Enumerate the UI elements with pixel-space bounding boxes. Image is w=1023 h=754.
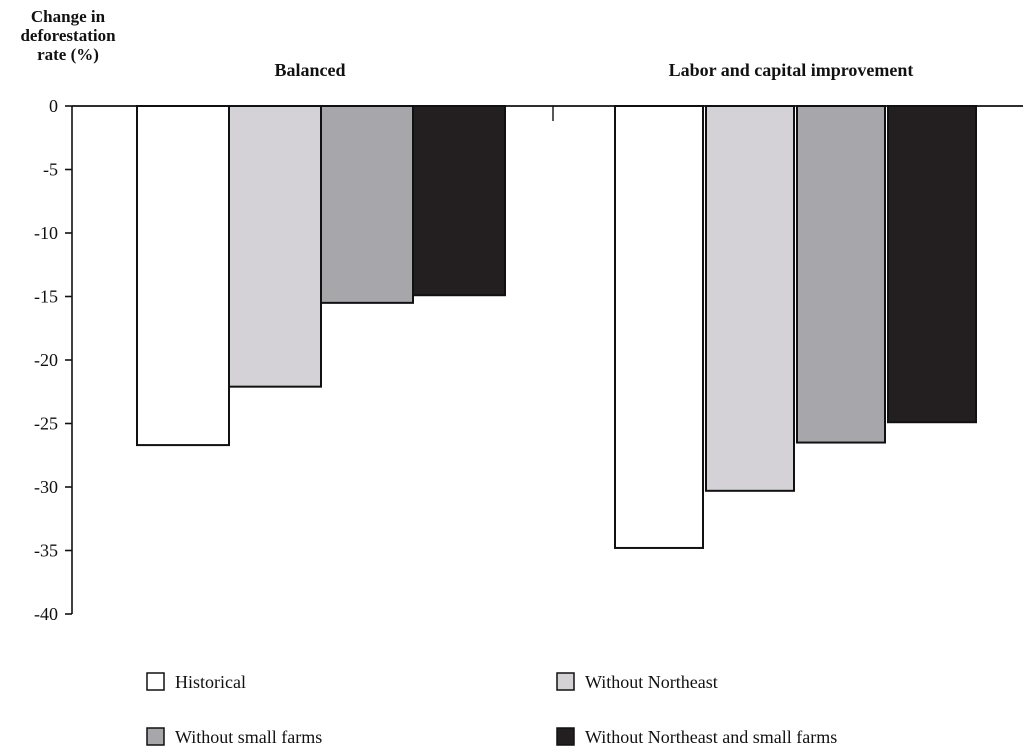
y-axis: 0 -5 -10 -15 -20 -25 -30 -35 -40	[34, 96, 73, 624]
y-tick-label: -5	[43, 160, 58, 180]
y-tick-label: -30	[34, 477, 58, 497]
legend-label: Historical	[175, 672, 246, 692]
legend-label: Without small farms	[175, 727, 322, 747]
legend-swatch	[556, 727, 575, 746]
bar	[887, 105, 977, 424]
y-tick-label: -15	[34, 287, 58, 307]
bar	[228, 105, 322, 388]
legend-swatch	[146, 727, 165, 746]
legend: Historical Without Northeast Without small…	[146, 672, 837, 747]
category-label: Balanced	[274, 60, 345, 80]
legend-swatch	[556, 672, 575, 691]
legend-label: Without Northeast and small farms	[585, 727, 837, 747]
y-axis-title-line: rate (%)	[37, 45, 99, 64]
legend-label: Without Northeast	[585, 672, 718, 692]
y-tick-label: 0	[49, 96, 58, 116]
y-tick-label: -25	[34, 414, 58, 434]
y-tick-label: -35	[34, 541, 58, 561]
y-tick-label: -10	[34, 223, 58, 243]
y-tick-label: -40	[34, 604, 58, 624]
bars	[136, 105, 977, 549]
y-tick-label: -20	[34, 350, 58, 370]
bar	[412, 105, 506, 297]
legend-swatch	[146, 672, 165, 691]
group-labels: Balanced Labor and capital improvement	[274, 60, 913, 80]
y-axis-title-line: Change in	[31, 7, 106, 26]
bar	[320, 105, 414, 304]
y-axis-title-line: deforestation	[20, 26, 116, 45]
bar	[136, 105, 230, 447]
bar	[705, 105, 795, 492]
x-axis	[72, 105, 1023, 121]
bar	[796, 105, 886, 444]
bar	[614, 105, 704, 549]
category-label: Labor and capital improvement	[669, 60, 914, 80]
